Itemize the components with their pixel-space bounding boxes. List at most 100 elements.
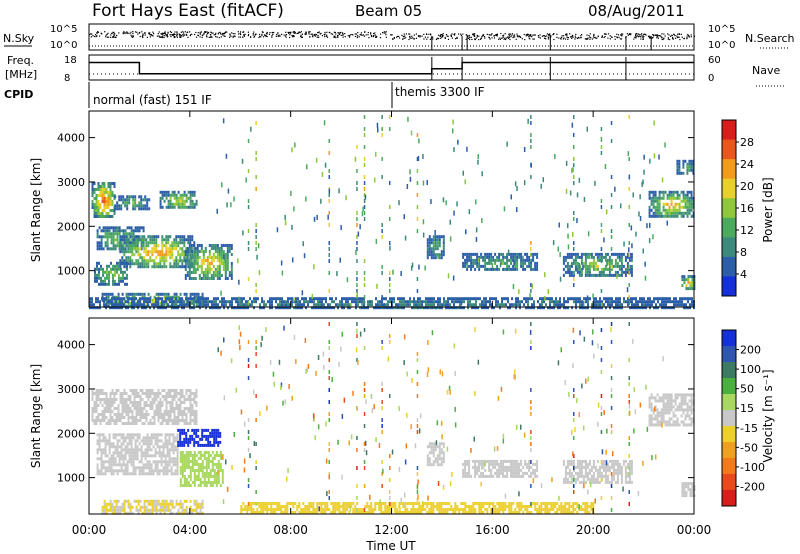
noise-point [520,36,522,38]
data-cell [389,217,391,221]
data-cell [207,428,210,432]
noise-point [385,36,387,38]
data-cell [256,254,258,260]
noise-point [641,35,643,37]
data-cell [385,306,387,310]
data-cell [161,395,164,398]
data-cell [120,445,123,449]
data-cell [104,226,107,230]
data-cell [150,469,153,473]
data-cell [134,198,137,202]
data-cell [585,306,587,310]
data-cell [98,469,101,473]
noise-point [305,32,307,34]
data-cell [566,255,569,259]
data-cell [115,419,118,422]
data-cell [325,297,327,301]
data-cell [600,247,603,251]
data-cell [423,306,425,310]
data-cell [191,413,194,416]
data-cell [576,218,578,224]
noise-point [505,38,507,41]
data-cell [577,297,579,301]
data-cell [167,416,170,419]
data-cell [212,256,215,259]
data-cell [112,276,114,280]
data-cell [239,299,242,304]
data-cell [105,203,108,206]
noise-point [474,33,476,35]
data-cell [125,407,128,410]
data-cell [99,398,102,401]
data-cell [134,469,137,473]
data-cell [649,300,651,304]
data-cell [494,258,497,262]
data-cell [105,306,107,310]
data-cell [113,401,116,404]
data-cell [213,306,215,310]
data-cell [174,439,177,443]
data-cell [132,454,135,458]
data-cell [108,270,110,274]
data-cell [118,261,120,265]
data-cell [277,297,279,301]
noise-point [277,32,279,34]
data-cell [134,466,137,470]
data-cell [136,457,139,461]
data-cell [514,267,517,271]
data-cell [518,289,520,295]
data-cell [141,238,144,242]
data-cell [121,401,124,404]
data-cell [237,303,239,307]
noise-point [132,32,134,35]
data-cell [169,407,172,410]
data-cell [125,259,128,263]
data-cell [552,240,555,246]
data-cell [516,261,519,265]
data-cell [136,433,139,437]
noise-point [271,36,273,38]
data-cell [99,401,102,404]
data-cell [685,287,688,291]
data-cell [146,448,149,452]
data-cell [466,263,468,269]
data-cell [187,241,190,245]
data-cell [201,297,203,301]
data-cell [530,121,532,125]
data-cell [119,398,122,401]
data-cell [134,451,137,455]
data-cell [573,271,575,275]
data-cell [484,252,487,256]
data-cell [118,198,121,202]
data-cell [135,410,138,413]
data-cell [156,433,159,437]
data-cell [570,252,573,256]
noise-point [437,37,439,39]
data-cell [468,209,471,215]
data-cell [658,205,661,209]
data-cell [89,297,91,301]
data-cell [171,250,174,254]
data-cell [113,419,116,422]
data-cell [188,244,191,247]
data-cell [150,454,153,458]
data-cell [167,235,170,239]
data-cell [665,297,667,301]
data-cell [108,264,110,268]
data-cell [191,202,194,206]
data-cell [179,440,182,444]
data-cell [101,413,104,416]
data-cell [533,303,535,307]
noise-point [208,36,210,38]
data-cell [549,303,551,307]
data-cell [133,235,136,239]
data-cell [91,182,94,185]
data-cell [177,259,180,263]
data-cell [592,264,595,268]
data-cell [432,244,435,248]
data-cell [121,303,123,307]
data-cell [684,199,687,203]
freq-ytick-top: 18 [64,55,77,66]
data-cell [299,306,301,310]
data-cell [321,300,323,304]
